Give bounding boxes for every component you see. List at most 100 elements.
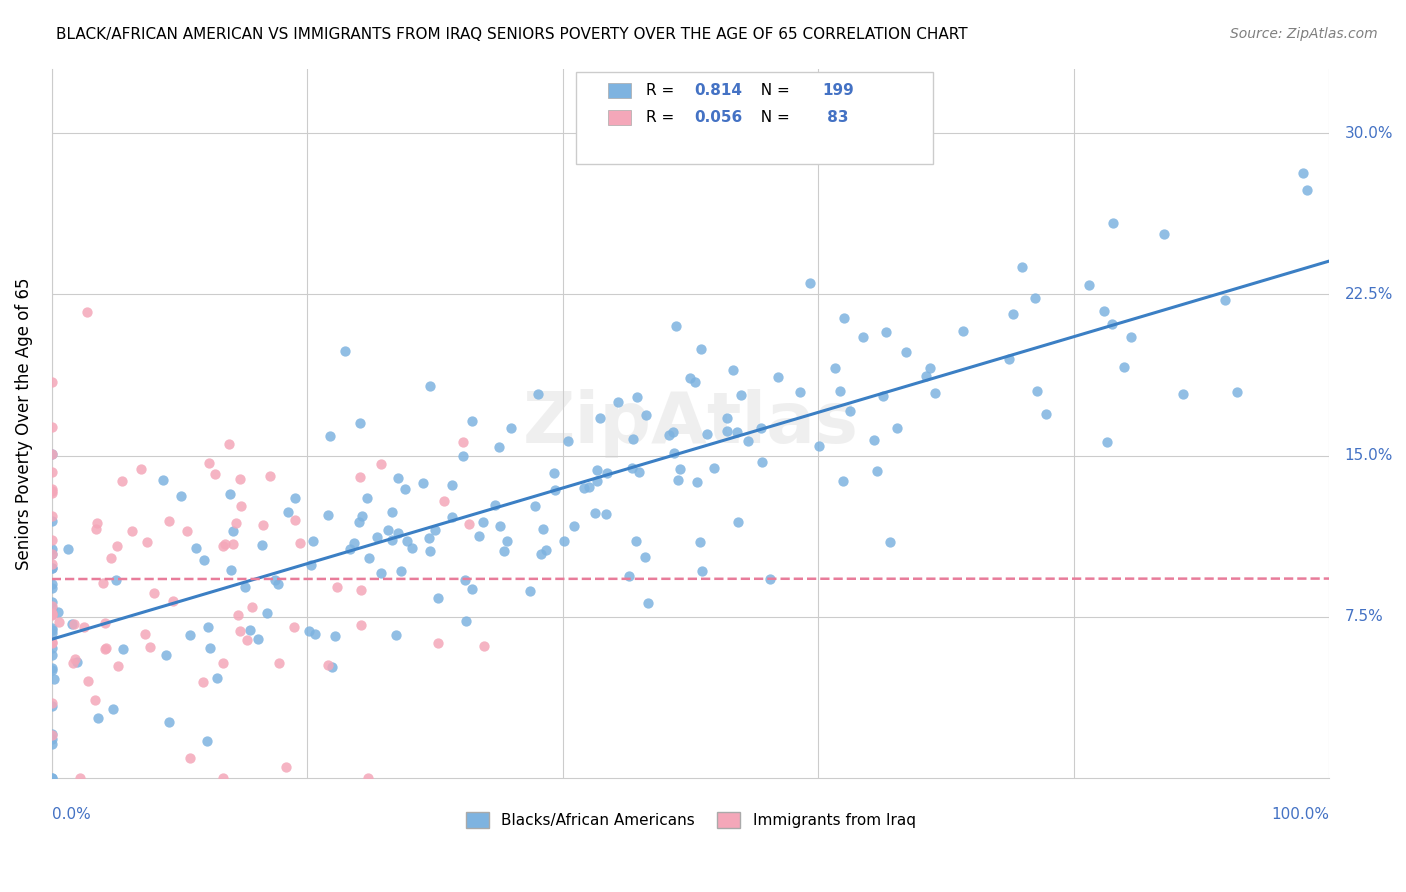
Point: [91, 576, 114, 591]
Point: [264, 573, 287, 587]
Point: [838, 403, 860, 417]
Point: [621, 432, 644, 446]
Point: [595, 466, 617, 480]
Point: [617, 568, 640, 582]
Point: [112, 641, 135, 656]
Point: [451, 435, 474, 450]
Text: R =: R =: [645, 83, 679, 98]
Point: [136, 535, 159, 549]
Point: [370, 566, 392, 580]
Point: [298, 624, 321, 639]
Point: [212, 656, 235, 670]
Point: [1078, 277, 1101, 292]
Point: [716, 424, 738, 438]
Point: [456, 614, 478, 628]
Point: [41, 542, 63, 557]
Point: [426, 636, 449, 650]
Point: [683, 375, 706, 389]
Text: 100.0%: 100.0%: [1271, 806, 1330, 822]
Point: [412, 475, 434, 490]
Point: [222, 524, 245, 539]
Point: [142, 586, 165, 600]
Point: [41, 561, 63, 575]
Point: [218, 487, 240, 501]
Point: [107, 659, 129, 673]
Point: [41, 483, 63, 497]
Point: [832, 311, 855, 326]
Point: [205, 671, 228, 685]
Point: [484, 498, 506, 512]
Point: [634, 550, 657, 565]
Text: 199: 199: [823, 83, 853, 98]
Point: [387, 525, 409, 540]
Point: [1092, 304, 1115, 318]
Point: [357, 771, 380, 785]
Point: [381, 533, 404, 547]
Point: [65, 652, 87, 666]
Point: [1119, 330, 1142, 344]
Point: [690, 342, 713, 356]
Point: [77, 673, 100, 688]
Point: [621, 461, 644, 475]
Point: [572, 481, 595, 495]
Point: [204, 467, 226, 481]
Point: [186, 541, 208, 555]
Text: BLACK/AFRICAN AMERICAN VS IMMIGRANTS FROM IRAQ SENIORS POVERTY OVER THE AGE OF 6: BLACK/AFRICAN AMERICAN VS IMMIGRANTS FRO…: [56, 27, 967, 42]
Point: [496, 534, 519, 549]
Point: [212, 771, 235, 785]
Point: [1292, 166, 1315, 180]
Point: [768, 370, 790, 384]
Point: [41, 548, 63, 562]
Point: [924, 385, 946, 400]
Point: [323, 629, 346, 643]
Point: [86, 711, 108, 725]
Text: 7.5%: 7.5%: [1344, 609, 1384, 624]
Point: [370, 457, 392, 471]
Text: 0.056: 0.056: [695, 110, 742, 125]
Point: [1011, 260, 1033, 274]
Point: [730, 388, 752, 402]
Point: [1153, 227, 1175, 241]
Point: [86, 516, 108, 531]
Point: [121, 524, 143, 539]
Point: [668, 462, 690, 476]
Point: [534, 543, 557, 558]
Point: [41, 636, 63, 650]
Point: [440, 478, 463, 492]
Point: [236, 632, 259, 647]
Point: [852, 330, 875, 344]
Point: [830, 384, 852, 399]
Point: [527, 387, 550, 401]
Point: [48, 615, 70, 630]
Point: [666, 473, 689, 487]
Point: [155, 648, 177, 662]
Point: [679, 370, 702, 384]
Point: [41, 375, 63, 389]
Point: [274, 759, 297, 773]
Point: [1114, 360, 1136, 375]
Point: [749, 421, 772, 435]
Text: 30.0%: 30.0%: [1344, 126, 1393, 141]
Point: [401, 541, 423, 555]
Point: [229, 472, 252, 486]
Point: [807, 440, 830, 454]
Point: [41, 446, 63, 460]
Point: [41, 466, 63, 480]
Point: [41, 606, 63, 620]
Point: [157, 714, 180, 729]
Point: [212, 539, 235, 553]
FancyBboxPatch shape: [575, 72, 934, 164]
Point: [543, 466, 565, 480]
Point: [461, 582, 484, 597]
Point: [789, 385, 811, 400]
Point: [41, 607, 63, 622]
Point: [41, 626, 63, 640]
Point: [585, 474, 607, 488]
Point: [159, 514, 181, 528]
Point: [583, 506, 606, 520]
Text: 83: 83: [823, 110, 849, 125]
Point: [395, 534, 418, 549]
Point: [1171, 387, 1194, 401]
Point: [359, 551, 381, 566]
Point: [288, 536, 311, 550]
